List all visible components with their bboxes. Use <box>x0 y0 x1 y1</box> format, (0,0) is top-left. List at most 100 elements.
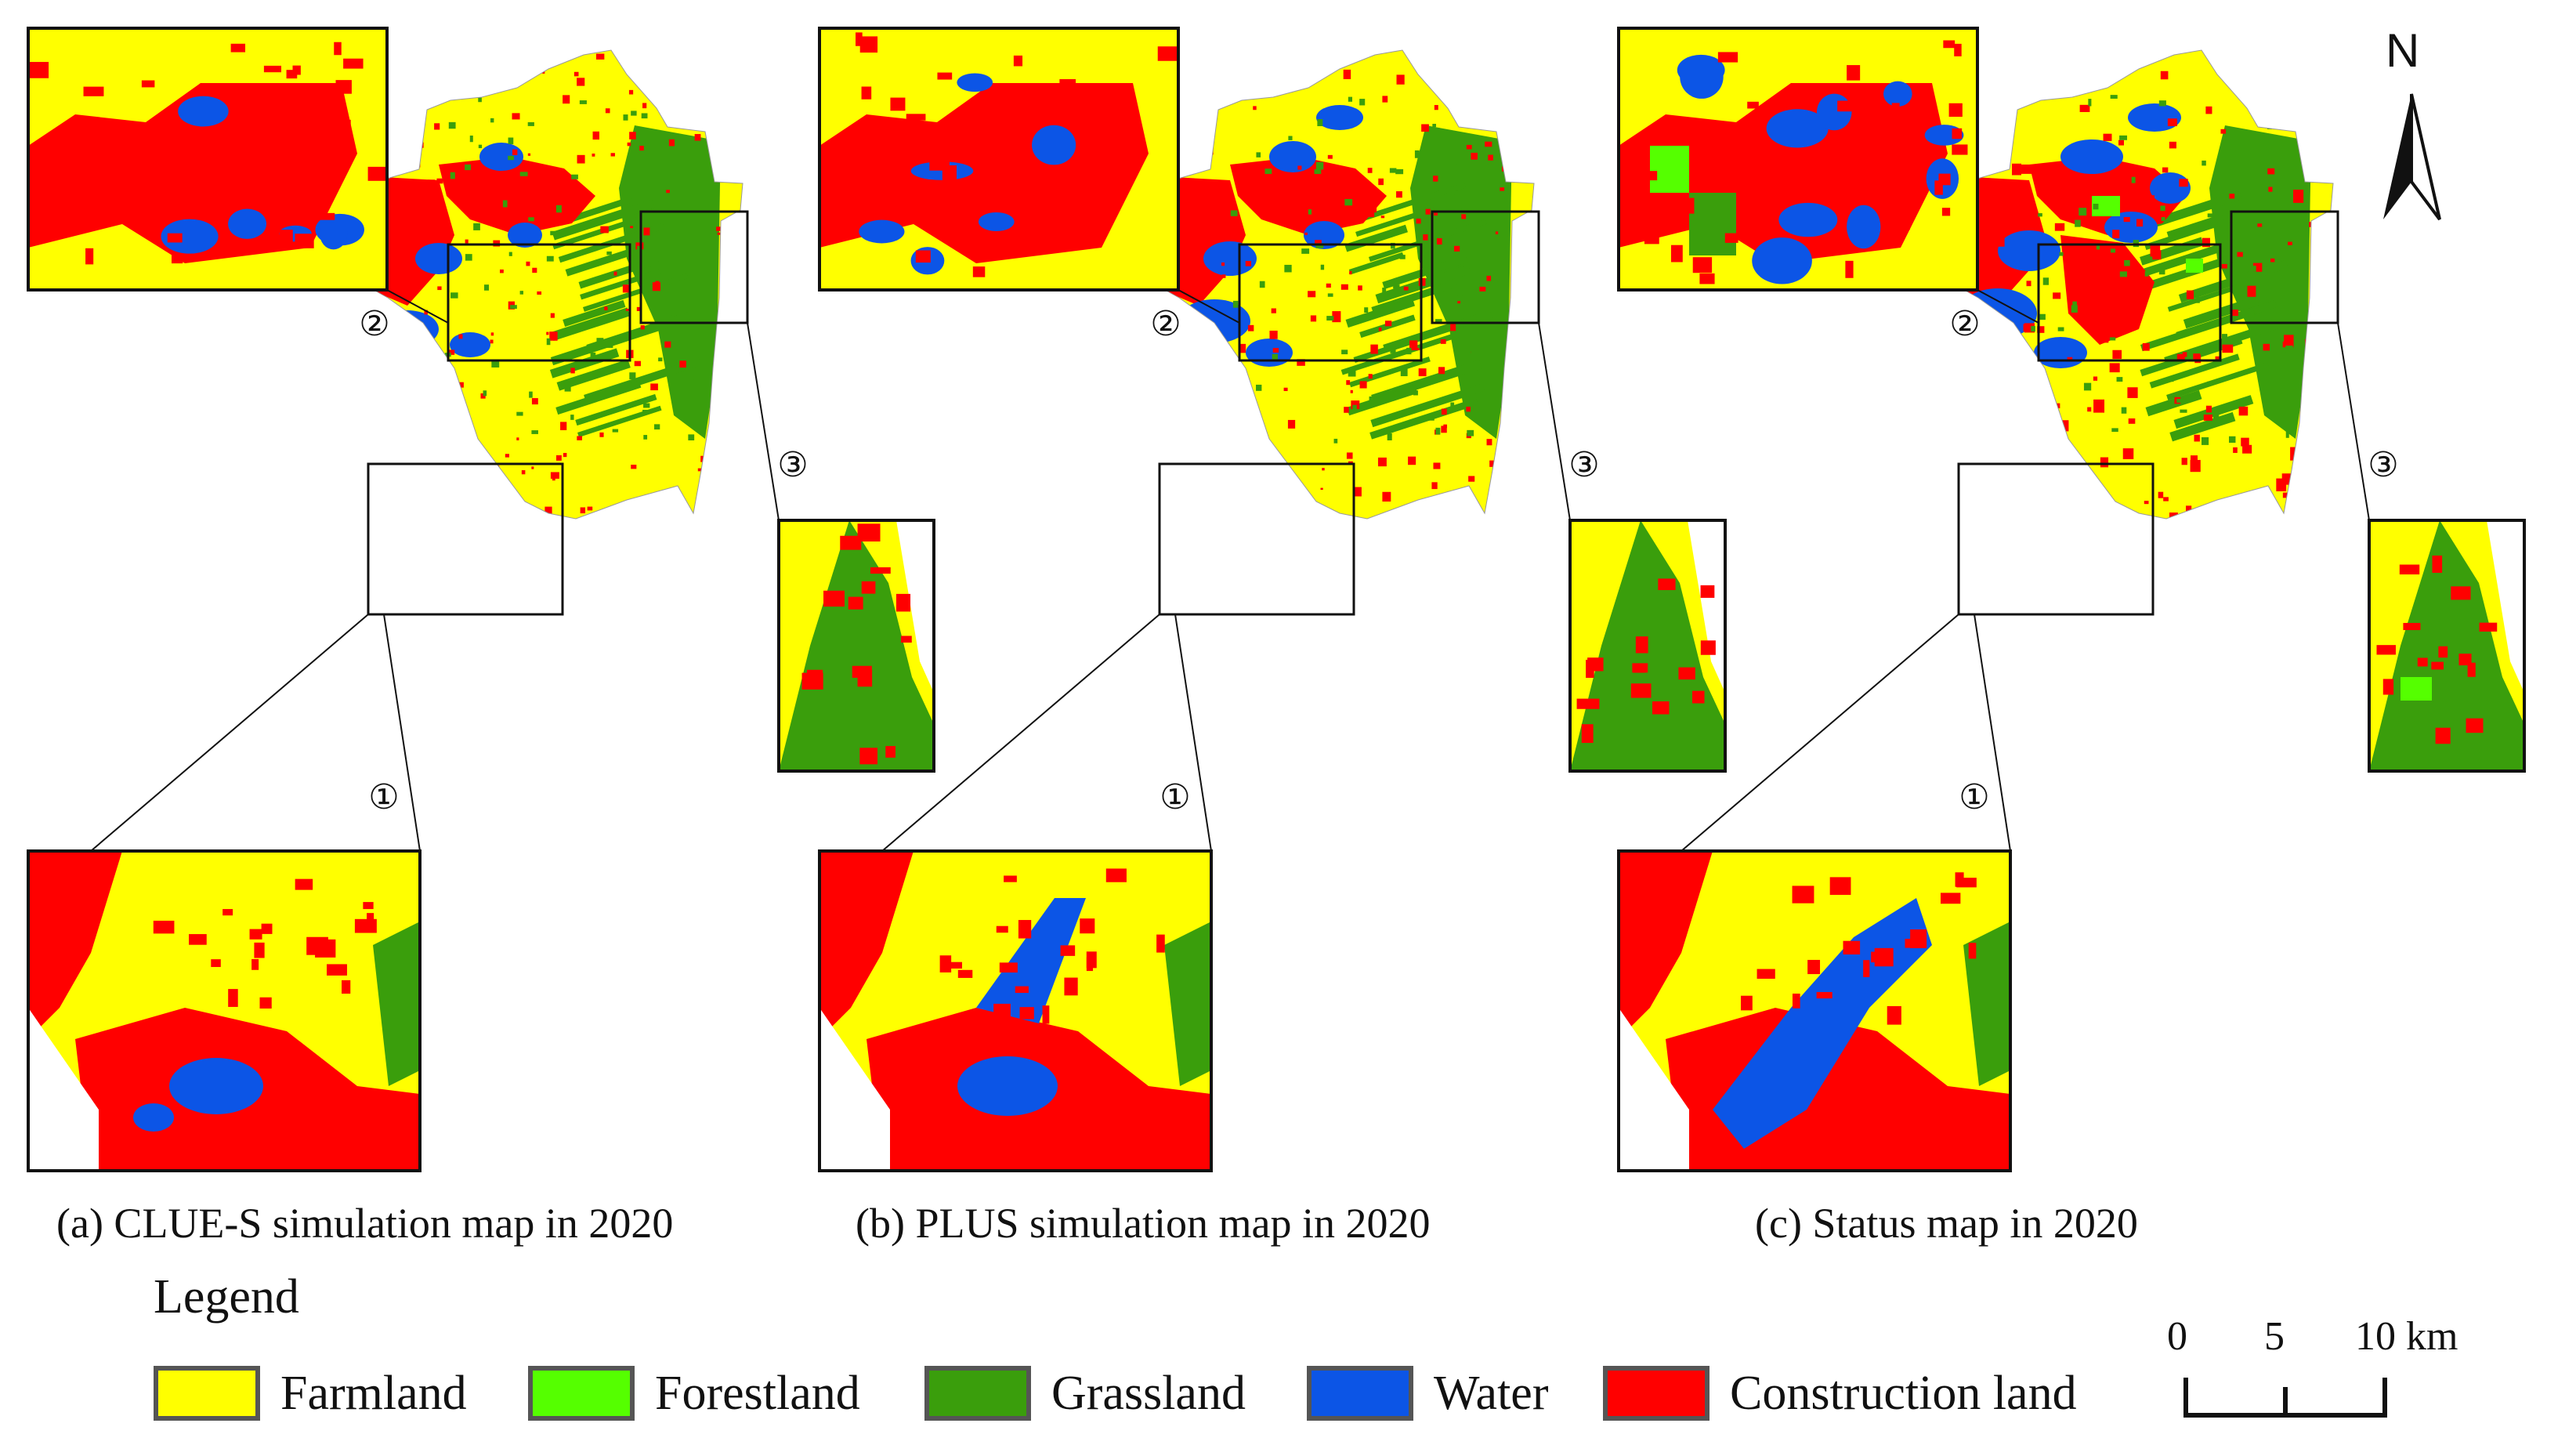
settlement-patch <box>2306 153 2313 158</box>
inset-patch <box>1847 65 1861 81</box>
grassland-patch <box>637 245 642 252</box>
settlement-patch <box>2258 60 2264 66</box>
settlement-patch <box>1297 359 1305 366</box>
grassland-patch <box>2202 160 2206 166</box>
inset-water <box>1766 109 1829 148</box>
inset-outside <box>819 1008 890 1171</box>
settlement-patch <box>1800 447 1812 458</box>
settlement-patch <box>280 306 284 311</box>
settlement-patch <box>1889 436 1898 444</box>
settlement-patch <box>693 99 701 109</box>
settlement-patch <box>1869 366 1880 375</box>
grassland-streak <box>2166 362 2270 400</box>
inset-grassland <box>2369 520 2524 771</box>
settlement-patch <box>82 457 85 461</box>
settlement-patch <box>1035 378 1044 386</box>
inset-patch <box>1741 995 1753 1011</box>
settlement-patch <box>1639 320 1644 327</box>
inset-2 <box>818 27 1180 292</box>
settlement-patch <box>1742 304 1749 310</box>
settlement-patch <box>306 380 313 387</box>
settlement-patch <box>2221 263 2227 269</box>
settlement-patch <box>1027 451 1032 457</box>
inset-water <box>169 1058 263 1114</box>
zoom-extent-2 <box>1238 243 1423 362</box>
settlement-patch <box>2109 363 2120 373</box>
settlement-patch <box>1325 183 1330 187</box>
settlement-patch <box>2215 356 2221 362</box>
settlement-patch <box>2182 352 2187 357</box>
settlement-patch <box>1488 154 1493 161</box>
settlement-patch <box>1217 357 1222 363</box>
inset-patch <box>1627 183 1644 197</box>
settlement-patch <box>910 317 914 322</box>
legend-item-forestland: Forestland <box>528 1362 860 1425</box>
settlement-patch <box>1450 324 1456 331</box>
grassland-patch <box>519 291 523 295</box>
settlement-patch <box>636 306 641 311</box>
settlement-patch <box>468 451 477 460</box>
settlement-patch <box>1196 61 1203 70</box>
settlement-patch <box>307 411 315 417</box>
inset-3 <box>777 519 935 773</box>
settlement-patch <box>1735 402 1745 410</box>
settlement-patch <box>969 444 976 451</box>
settlement-patch <box>1999 103 2003 107</box>
settlement-patch <box>1798 447 1807 454</box>
inset-grassland <box>1164 922 1211 1086</box>
grassland-patch <box>1369 396 1373 403</box>
settlement-patch <box>132 456 140 463</box>
settlement-patch <box>45 419 49 423</box>
inset-patch <box>1940 893 1961 904</box>
settlement-patch <box>1665 342 1672 348</box>
settlement-patch <box>1700 459 1708 468</box>
settlement-patch <box>2270 258 2275 263</box>
inset-patch <box>1042 1005 1050 1024</box>
settlement-patch <box>1784 432 1796 440</box>
settlement-patch <box>516 437 519 440</box>
settlement-patch <box>266 427 274 435</box>
settlement-patch <box>1159 353 1166 361</box>
settlement-patch <box>1910 399 1916 404</box>
settlement-patch <box>840 470 844 475</box>
settlement-patch <box>1456 498 1464 509</box>
settlement-patch <box>1818 422 1829 431</box>
settlement-patch <box>1648 296 1653 301</box>
settlement-patch <box>1972 343 1982 354</box>
inset-patch <box>1018 920 1032 939</box>
grassland-streak <box>575 393 657 426</box>
inset-patch <box>859 36 878 53</box>
settlement-patch <box>274 453 280 458</box>
settlement-patch <box>1131 385 1140 393</box>
grassland-patch <box>508 155 514 161</box>
settlement-patch <box>1441 426 1447 433</box>
grassland-patch <box>1333 438 1338 444</box>
settlement-patch <box>1318 172 1325 179</box>
inset-patch <box>1954 43 1962 56</box>
settlement-patch <box>2067 483 2076 493</box>
settlement-patch <box>2267 168 2275 175</box>
zoom-extent-1 <box>367 462 564 616</box>
settlement-patch <box>856 410 859 413</box>
inset-patch <box>857 669 873 687</box>
settlement-patch <box>563 453 567 458</box>
settlement-patch <box>1205 147 1214 155</box>
inset-patch <box>1731 172 1745 187</box>
inset-patch <box>1952 144 1968 155</box>
settlement-patch <box>2205 405 2212 413</box>
settlement-patch <box>2181 458 2187 465</box>
settlement-patch <box>668 50 672 54</box>
settlement-patch <box>640 325 645 330</box>
water-body <box>1203 241 1257 276</box>
settlement-patch <box>531 466 534 469</box>
settlement-patch <box>1500 187 1505 191</box>
settlement-patch <box>2237 252 2243 257</box>
settlement-patch <box>1760 363 1767 371</box>
inset-water <box>1778 202 1838 237</box>
inset-frame <box>27 27 389 292</box>
grassland-patch <box>2158 100 2166 107</box>
grassland-patch <box>643 403 650 408</box>
settlement-patch <box>823 332 827 336</box>
settlement-patch <box>1192 289 1199 296</box>
inset-patch <box>1829 877 1851 895</box>
